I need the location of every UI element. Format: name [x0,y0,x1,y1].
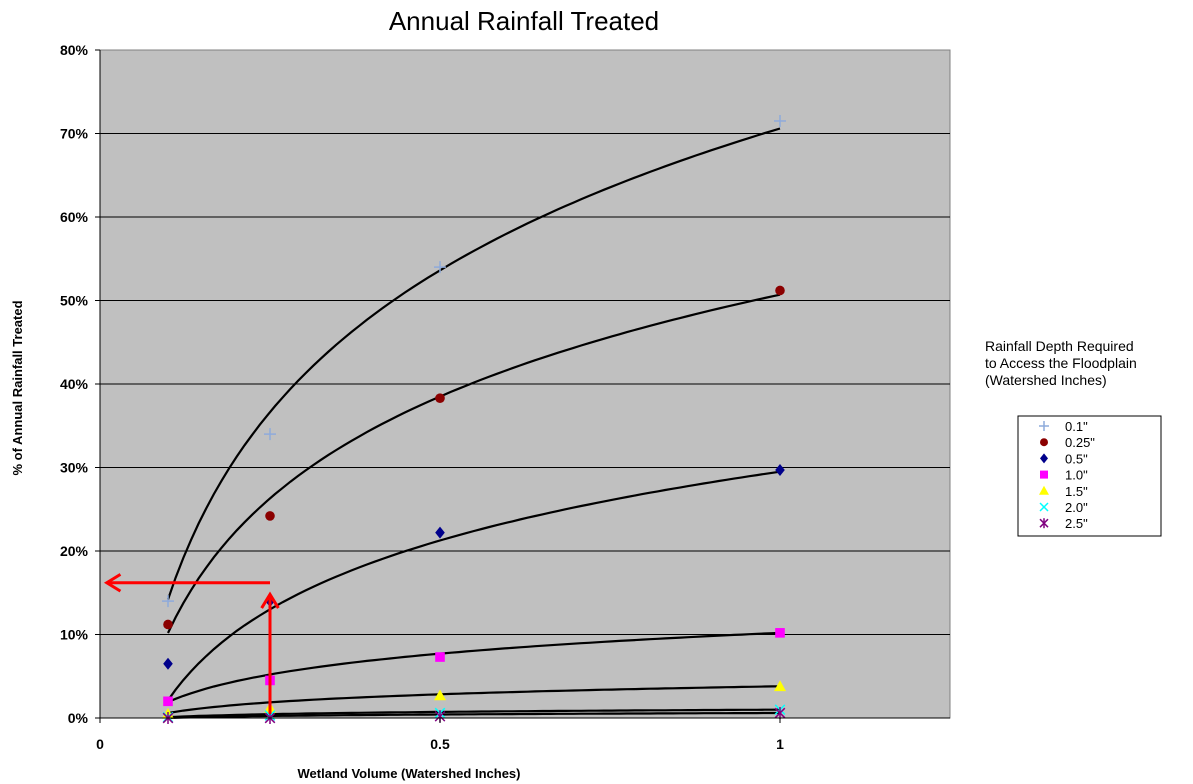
legend-item: 0.25" [1040,435,1095,450]
legend-marker [1040,453,1048,464]
data-point [434,689,446,701]
data-point [774,706,786,719]
y-tick-label: 20% [60,543,89,559]
data-point [163,657,173,670]
data-point [163,696,173,707]
data-point [435,652,445,662]
plot-area [99,49,951,724]
data-point [774,114,786,127]
data-point [775,285,785,296]
annotation-arrow [260,591,280,714]
legend-items: 0.1"0.25"0.5" 1.0"1.5"2.0"2.5" [1039,419,1095,531]
legend-marker [1040,470,1048,479]
legend-title-line-1: Rainfall Depth Required [985,338,1134,354]
legend-marker [1039,518,1049,529]
annotation-arrow [103,573,270,593]
legend-item: 1.0" [1040,468,1088,483]
x-tick-label: 1 [776,736,784,752]
annotation-arrows [103,573,280,714]
chart-title: Annual Rainfall Treated [389,6,659,36]
gridlines [100,133,950,635]
legend-marker [1039,485,1049,495]
x-tick-label: 0 [96,736,104,752]
data-point [434,261,446,274]
legend-label: 0.25" [1065,435,1095,450]
data-point [162,595,174,608]
legend-marker [1039,502,1049,512]
legend-item: 1.5" [1039,484,1088,499]
data-point [435,526,445,539]
x-axis-ticks: 0 0.5 1 [96,717,950,752]
legend-label: 0.5" [1065,451,1088,466]
data-point [163,619,173,630]
legend-marker [1040,438,1048,447]
data-point [435,393,445,403]
legend-label: 1.5" [1065,484,1088,499]
y-tick-label: 40% [60,376,89,392]
y-axis-title: % of Annual Rainfall Treated [10,300,25,475]
trendline [167,293,781,634]
legend: Rainfall Depth Required to Access the Fl… [985,338,1162,537]
data-point [774,680,786,692]
y-tick-label: 0% [68,710,89,726]
x-axis-title: Wetland Volume (Watershed Inches) [298,766,521,781]
legend-item: 2.0" [1039,500,1088,515]
legend-marker [1039,421,1049,431]
legend-item: 0.5" [1040,451,1088,466]
data-point [264,428,276,441]
data-point [775,464,785,477]
trendline [166,127,781,600]
legend-label: 2.5" [1065,516,1088,531]
legend-title-line-2: to Access the Floodplain [985,355,1137,371]
legend-title-line-3: (Watershed Inches) [985,372,1107,388]
y-tick-label: 50% [60,293,89,309]
y-tick-label: 60% [60,209,89,225]
y-tick-label: 80% [60,42,89,58]
legend-item: 2.5" [1039,516,1088,531]
data-point [265,511,275,521]
x-tick-label: 0.5 [430,736,450,752]
y-tick-label: 10% [60,627,89,643]
legend-label: 1.0" [1065,468,1088,483]
y-tick-label: 30% [60,460,89,476]
y-axis-ticks: 0% 10% 20% 30% 40% 50% 60% 70% 80% [60,42,101,726]
legend-label: 2.0" [1065,500,1088,515]
legend-item: 0.1" [1039,419,1088,434]
legend-label: 0.1" [1065,419,1088,434]
legend-box [1017,415,1162,537]
data-point [775,628,785,638]
y-tick-label: 70% [60,126,89,142]
